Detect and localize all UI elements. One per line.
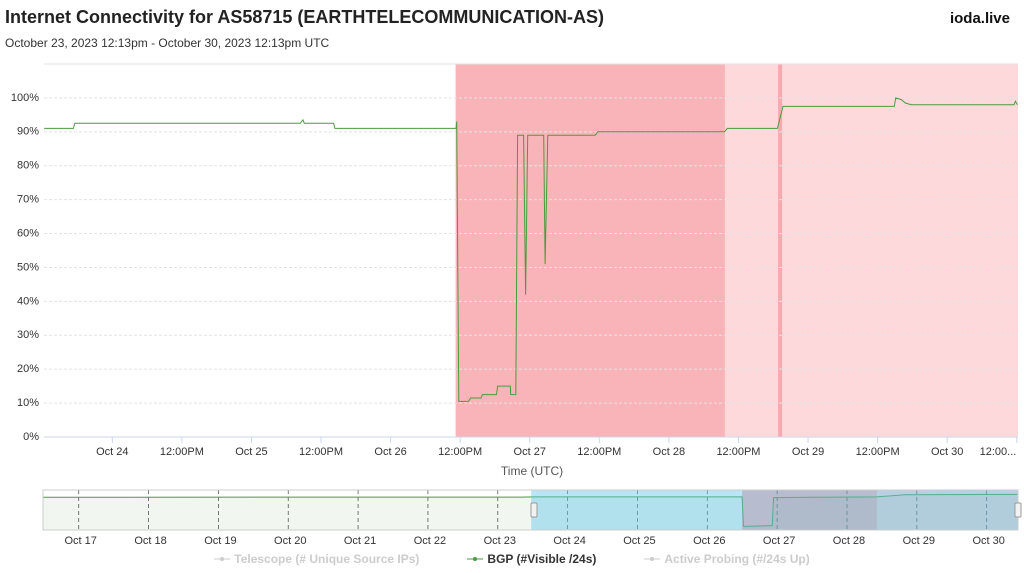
y-tick-label: 50% <box>17 261 39 273</box>
legend-item[interactable]: BGP (#Visible /24s) <box>467 552 596 566</box>
navigator-handle[interactable] <box>530 502 538 518</box>
x-tick-label: Oct 18 <box>134 535 166 547</box>
x-tick-label: Oct 28 <box>653 446 685 458</box>
legend-label: Active Probing (#/24s Up) <box>664 552 810 566</box>
legend-dot <box>650 557 655 561</box>
legend-label: Telescope (# Unique Source IPs) <box>234 552 420 566</box>
x-axis-title: Time (UTC) <box>501 464 563 478</box>
navigator-handle[interactable] <box>1014 502 1022 518</box>
x-tick-label: Oct 25 <box>235 446 267 458</box>
chart: Internet Connectivity for AS58715 (EARTH… <box>5 7 1022 547</box>
alert-band <box>778 64 783 437</box>
x-tick-label: Oct 30 <box>972 535 1004 547</box>
legend-icon <box>644 557 661 561</box>
brand: ioda.live <box>950 10 1010 27</box>
alert-band <box>455 64 725 437</box>
y-tick-label: 30% <box>17 329 39 341</box>
y-tick-label: 70% <box>17 194 39 206</box>
x-tick-label: Oct 19 <box>204 535 236 547</box>
legend-icon <box>467 557 484 561</box>
y-tick-label: 100% <box>11 92 39 104</box>
y-tick-label: 60% <box>17 227 39 239</box>
series-line <box>44 97 1018 402</box>
series-line <box>42 493 1019 527</box>
legend-label: BGP (#Visible /24s) <box>487 552 597 566</box>
navigator-selection <box>531 490 1018 530</box>
y-tick-label: 40% <box>17 295 39 307</box>
x-tick-label: Oct 26 <box>693 535 725 547</box>
chart-title: Internet Connectivity for AS58715 (EARTH… <box>5 7 604 27</box>
legend-item[interactable]: Telescope (# Unique Source IPs) <box>214 552 419 566</box>
x-tick-label: 12:00PM <box>856 446 900 458</box>
x-tick-label: Oct 22 <box>414 535 446 547</box>
x-tick-label: 12:00... <box>980 446 1017 458</box>
y-tick-label: 0% <box>23 431 39 443</box>
x-tick-label: 12:00PM <box>716 446 760 458</box>
y-tick-label: 20% <box>17 363 39 375</box>
alert-band <box>724 64 1018 437</box>
x-tick-label: Oct 30 <box>931 446 963 458</box>
x-tick-label: Oct 20 <box>274 535 306 547</box>
x-tick-label: Oct 21 <box>344 535 376 547</box>
x-tick-label: Oct 28 <box>833 535 865 547</box>
chart-subtitle: October 23, 2023 12:13pm - October 30, 2… <box>5 36 330 50</box>
x-tick-label: 12:00PM <box>299 446 343 458</box>
x-tick-label: Oct 24 <box>96 446 128 458</box>
x-tick-label: Oct 29 <box>792 446 824 458</box>
x-tick-label: 12:00PM <box>160 446 204 458</box>
y-tick-label: 90% <box>17 126 39 138</box>
x-tick-label: Oct 27 <box>514 446 546 458</box>
y-tick-label: 80% <box>17 160 39 172</box>
x-tick-label: Oct 17 <box>65 535 97 547</box>
legend: Telescope (# Unique Source IPs) BGP (#Vis… <box>0 552 1024 566</box>
legend-dot <box>220 557 225 561</box>
legend-item[interactable]: Active Probing (#/24s Up) <box>644 552 810 566</box>
x-tick-label: 12:00PM <box>577 446 621 458</box>
alert-band <box>876 490 1018 530</box>
x-tick-label: Oct 23 <box>484 535 516 547</box>
x-tick-label: Oct 25 <box>623 535 655 547</box>
x-tick-label: Oct 29 <box>903 535 935 547</box>
y-tick-label: 10% <box>17 397 39 409</box>
x-tick-label: Oct 26 <box>374 446 406 458</box>
x-tick-label: 12:00PM <box>438 446 482 458</box>
legend-dot <box>473 557 478 561</box>
legend-icon <box>214 557 231 561</box>
x-tick-label: Oct 27 <box>763 535 795 547</box>
x-tick-label: Oct 24 <box>553 535 585 547</box>
